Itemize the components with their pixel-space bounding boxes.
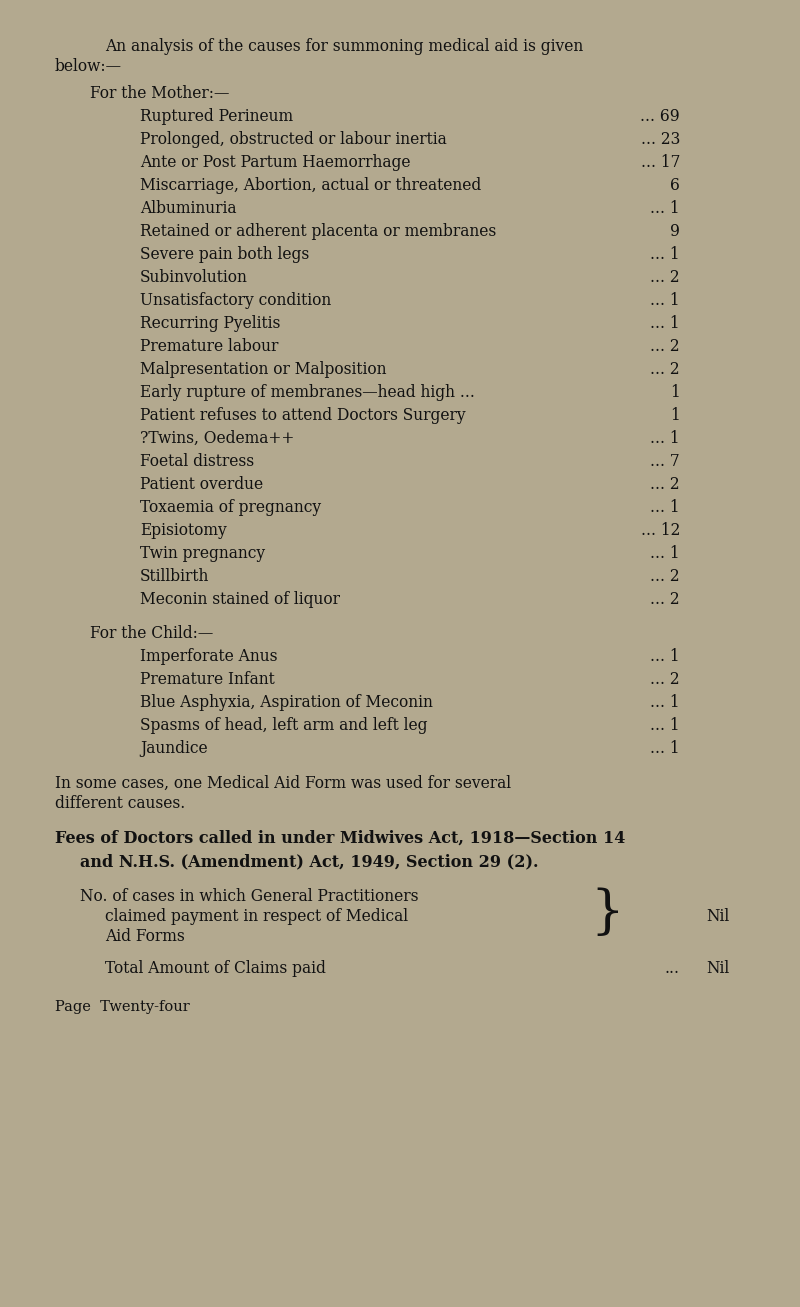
Text: ... 1: ... 1 (650, 740, 680, 757)
Text: Page  Twenty-four: Page Twenty-four (55, 1000, 190, 1014)
Text: Patient refuses to attend Doctors Surgery: Patient refuses to attend Doctors Surger… (140, 406, 466, 423)
Text: Albuminuria: Albuminuria (140, 200, 237, 217)
Text: ... 23: ... 23 (641, 131, 680, 148)
Text: ... 1: ... 1 (650, 648, 680, 665)
Text: ... 7: ... 7 (650, 454, 680, 471)
Text: Subinvolution: Subinvolution (140, 269, 248, 286)
Text: Nil: Nil (706, 908, 730, 925)
Text: Meconin stained of liquor: Meconin stained of liquor (140, 591, 340, 608)
Text: Patient overdue: Patient overdue (140, 476, 263, 493)
Text: ... 1: ... 1 (650, 499, 680, 516)
Text: ... 1: ... 1 (650, 291, 680, 308)
Text: 1: 1 (670, 406, 680, 423)
Text: Fees of Doctors called in under Midwives Act, 1918—Section 14: Fees of Doctors called in under Midwives… (55, 830, 626, 847)
Text: ... 1: ... 1 (650, 200, 680, 217)
Text: For the Child:—: For the Child:— (90, 625, 214, 642)
Text: Twin pregnancy: Twin pregnancy (140, 545, 265, 562)
Text: Blue Asphyxia, Aspiration of Meconin: Blue Asphyxia, Aspiration of Meconin (140, 694, 433, 711)
Text: ... 2: ... 2 (650, 339, 680, 356)
Text: ... 1: ... 1 (650, 718, 680, 735)
Text: Miscarriage, Abortion, actual or threatened: Miscarriage, Abortion, actual or threate… (140, 176, 482, 193)
Text: ... 2: ... 2 (650, 569, 680, 586)
Text: An analysis of the causes for summoning medical aid is given: An analysis of the causes for summoning … (105, 38, 583, 55)
Text: ... 2: ... 2 (650, 476, 680, 493)
Text: different causes.: different causes. (55, 795, 186, 812)
Text: and N.H.S. (Amendment) Act, 1949, Section 29 (2).: and N.H.S. (Amendment) Act, 1949, Sectio… (80, 853, 538, 870)
Text: For the Mother:—: For the Mother:— (90, 85, 230, 102)
Text: ... 17: ... 17 (641, 154, 680, 171)
Text: Premature labour: Premature labour (140, 339, 278, 356)
Text: 6: 6 (670, 176, 680, 193)
Text: Stillbirth: Stillbirth (140, 569, 210, 586)
Text: ?Twins, Oedema++: ?Twins, Oedema++ (140, 430, 294, 447)
Text: ... 69: ... 69 (640, 108, 680, 125)
Text: Spasms of head, left arm and left leg: Spasms of head, left arm and left leg (140, 718, 427, 735)
Text: Unsatisfactory condition: Unsatisfactory condition (140, 291, 331, 308)
Text: claimed payment in respect of Medical: claimed payment in respect of Medical (105, 908, 408, 925)
Text: Toxaemia of pregnancy: Toxaemia of pregnancy (140, 499, 321, 516)
Text: Early rupture of membranes—head high ...: Early rupture of membranes—head high ... (140, 384, 475, 401)
Text: ... 1: ... 1 (650, 315, 680, 332)
Text: Foetal distress: Foetal distress (140, 454, 254, 471)
Text: Prolonged, obstructed or labour inertia: Prolonged, obstructed or labour inertia (140, 131, 446, 148)
Text: Jaundice: Jaundice (140, 740, 208, 757)
Text: }: } (590, 887, 624, 938)
Text: below:—: below:— (55, 58, 122, 74)
Text: ... 12: ... 12 (641, 521, 680, 538)
Text: 9: 9 (670, 223, 680, 240)
Text: No. of cases in which General Practitioners: No. of cases in which General Practition… (80, 887, 418, 904)
Text: Retained or adherent placenta or membranes: Retained or adherent placenta or membran… (140, 223, 496, 240)
Text: Aid Forms: Aid Forms (105, 928, 185, 945)
Text: Malpresentation or Malposition: Malpresentation or Malposition (140, 361, 386, 378)
Text: ... 1: ... 1 (650, 430, 680, 447)
Text: In some cases, one Medical Aid Form was used for several: In some cases, one Medical Aid Form was … (55, 775, 511, 792)
Text: ... 1: ... 1 (650, 694, 680, 711)
Text: Nil: Nil (706, 961, 730, 978)
Text: Ruptured Perineum: Ruptured Perineum (140, 108, 293, 125)
Text: 1: 1 (670, 384, 680, 401)
Text: Premature Infant: Premature Infant (140, 670, 274, 687)
Text: ...: ... (665, 961, 680, 978)
Text: ... 2: ... 2 (650, 269, 680, 286)
Text: ... 2: ... 2 (650, 670, 680, 687)
Text: Ante or Post Partum Haemorrhage: Ante or Post Partum Haemorrhage (140, 154, 410, 171)
Text: ... 1: ... 1 (650, 246, 680, 263)
Text: ... 2: ... 2 (650, 361, 680, 378)
Text: Imperforate Anus: Imperforate Anus (140, 648, 278, 665)
Text: Recurring Pyelitis: Recurring Pyelitis (140, 315, 280, 332)
Text: ... 1: ... 1 (650, 545, 680, 562)
Text: Total Amount of Claims paid: Total Amount of Claims paid (105, 961, 326, 978)
Text: ... 2: ... 2 (650, 591, 680, 608)
Text: Severe pain both legs: Severe pain both legs (140, 246, 310, 263)
Text: Episiotomy: Episiotomy (140, 521, 226, 538)
